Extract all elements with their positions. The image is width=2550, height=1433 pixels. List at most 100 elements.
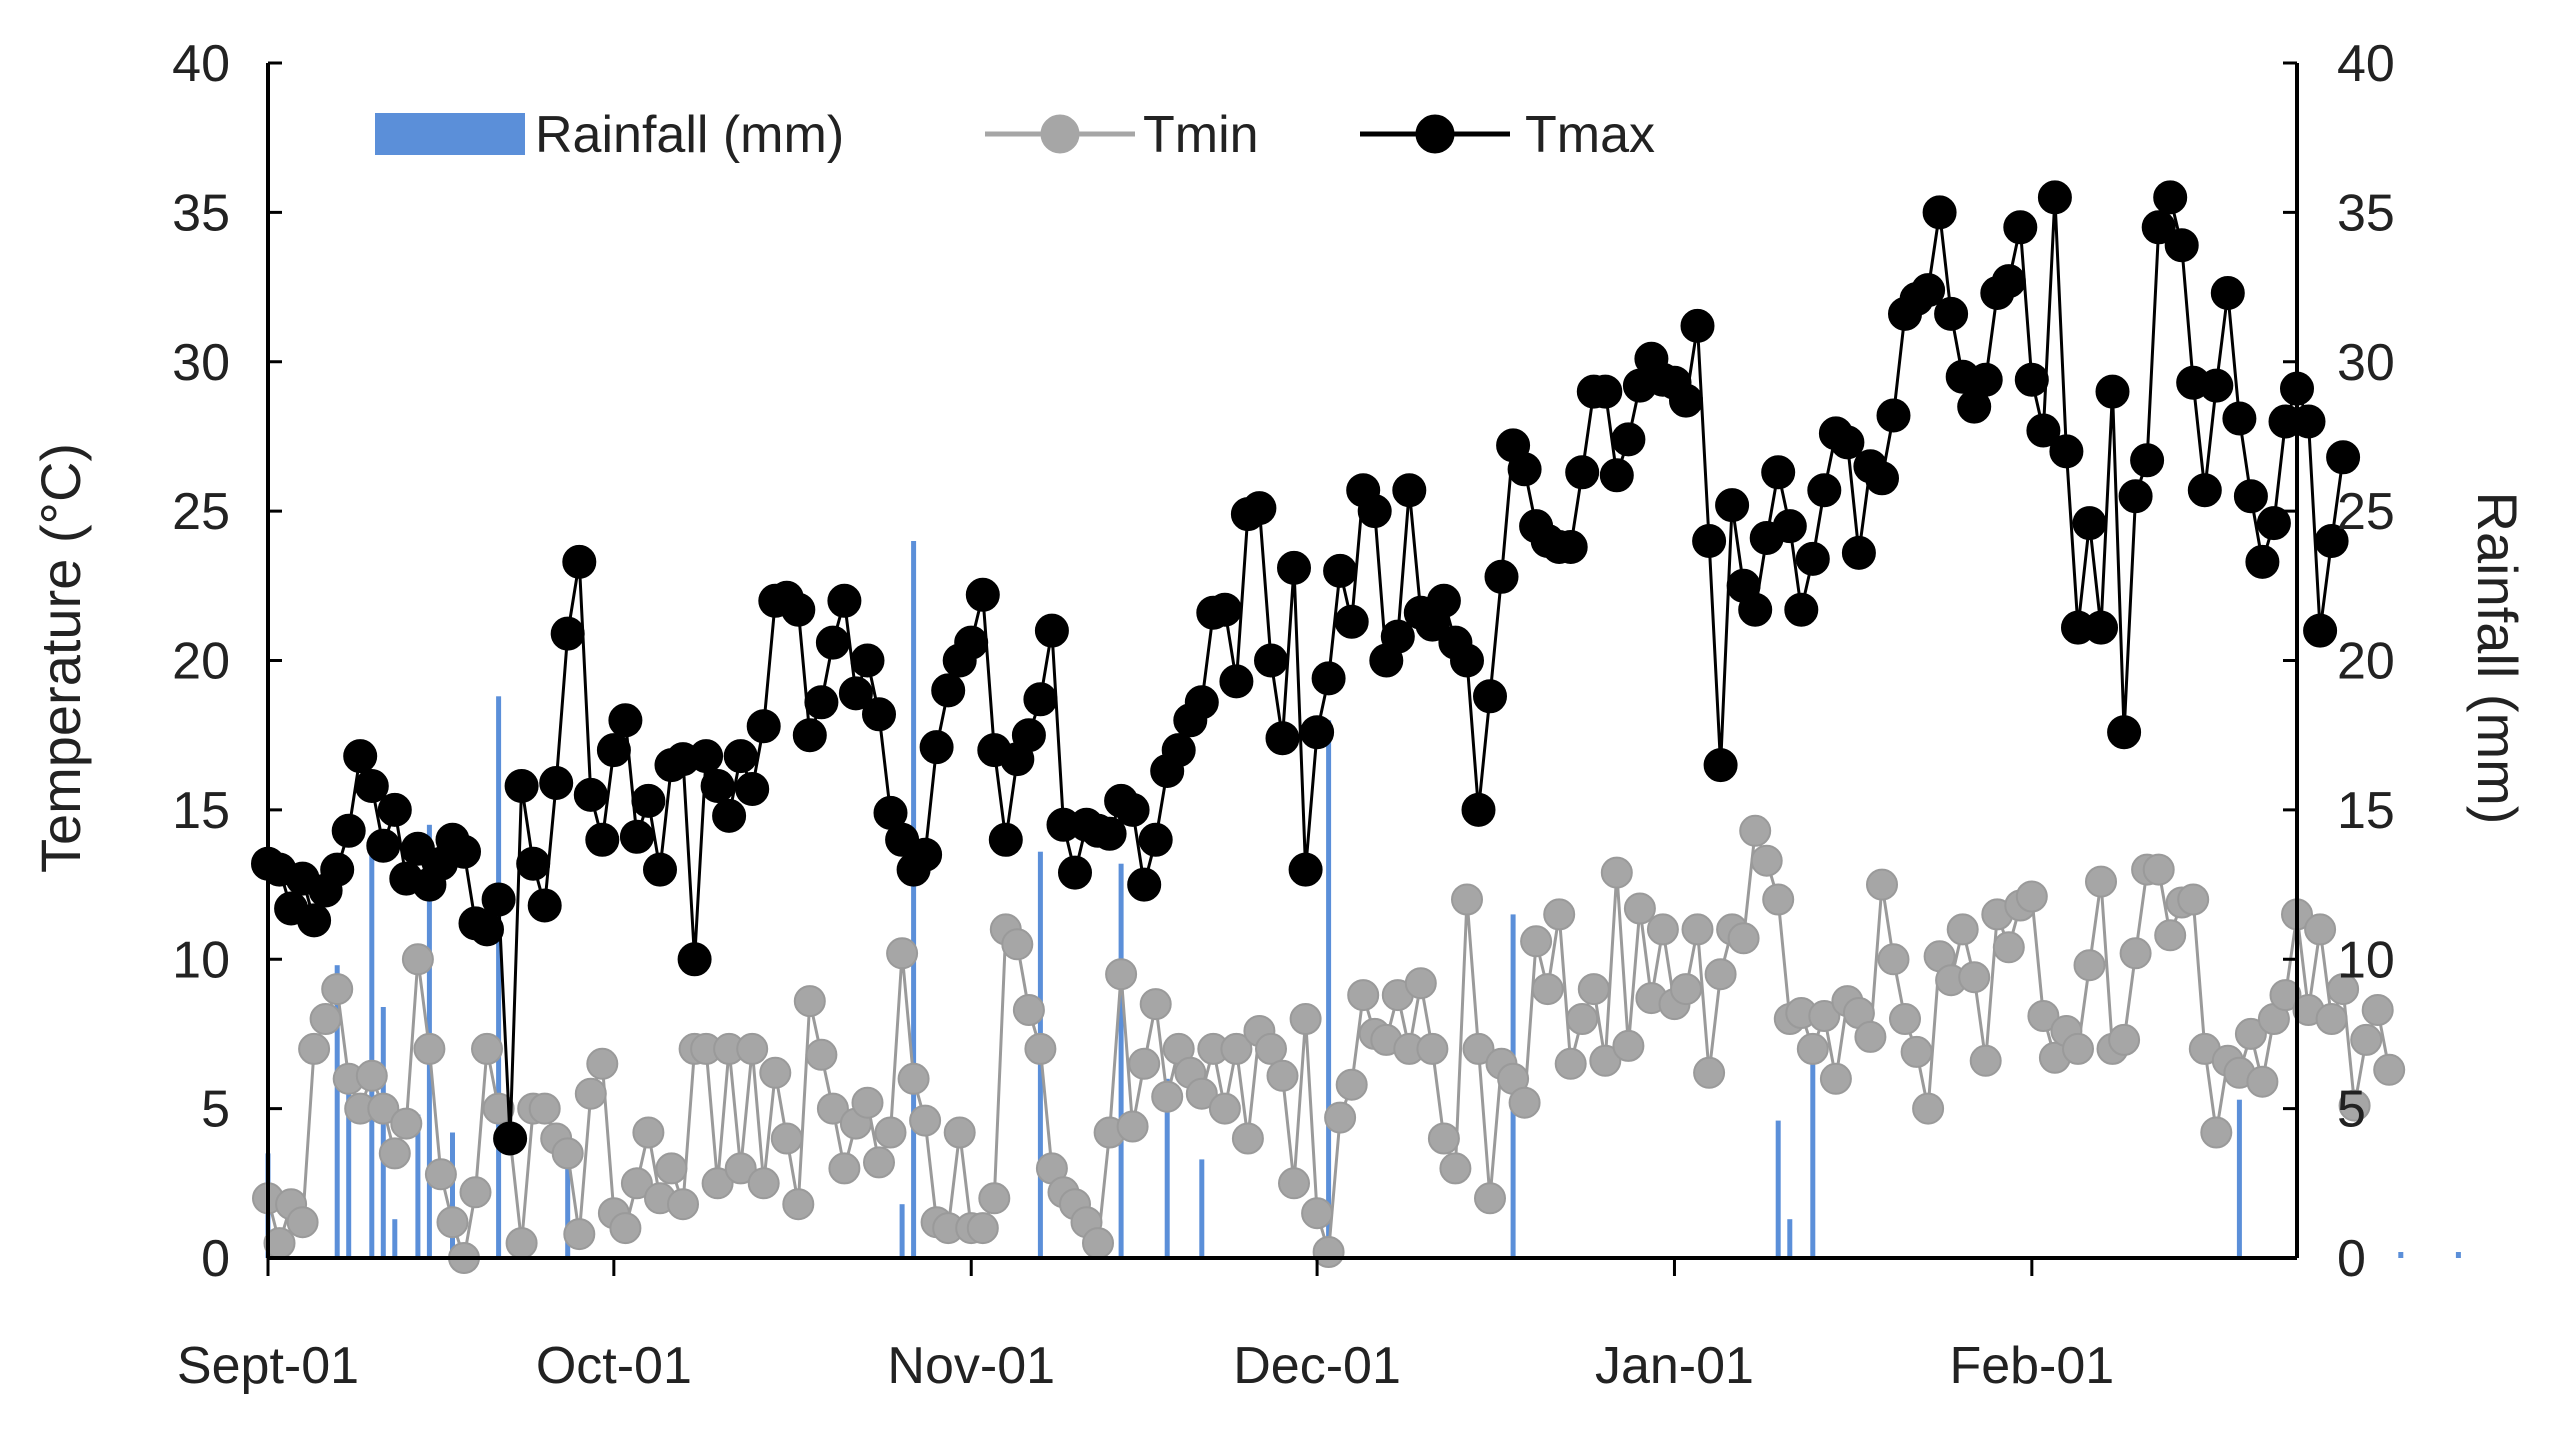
y-axis-left-title: Temperature (°C) <box>29 443 92 873</box>
tmin-point <box>2027 1000 2060 1032</box>
tmin-point <box>828 1152 861 1185</box>
tmin-point <box>1220 1032 1253 1065</box>
tmin-point <box>1912 1092 1945 1125</box>
tmin-point <box>874 1116 907 1149</box>
rainfall-bar <box>496 696 502 1258</box>
tmin-point <box>1012 994 1045 1026</box>
tmax-point <box>631 783 666 818</box>
tmin-point <box>1024 1032 1057 1065</box>
y-tick-left-label: 10 <box>172 931 230 989</box>
tmin-point <box>667 1188 699 1221</box>
tmax-point <box>850 643 885 678</box>
tmin-point <box>2304 913 2337 946</box>
tmin-point <box>1796 1032 1829 1065</box>
tmin-point <box>436 1206 469 1239</box>
tmin-point <box>886 937 919 970</box>
tmax-point <box>2130 443 2165 478</box>
tmin-point <box>2108 1023 2141 1056</box>
tmax-point <box>504 769 539 803</box>
tmin-point <box>401 943 434 976</box>
y-tick-left-label: 0 <box>201 1230 230 1288</box>
tmax-point <box>1669 383 1703 418</box>
tmax-point <box>1254 643 1288 678</box>
tmin-point <box>2373 1053 2406 1086</box>
tmax-point <box>700 769 735 803</box>
tmax-point <box>735 772 770 806</box>
tmax-point <box>908 837 943 872</box>
tmax-point <box>527 888 562 923</box>
tmax-point <box>1265 721 1300 756</box>
tmin-point <box>1808 1000 1841 1032</box>
tmax-point <box>838 676 873 711</box>
tmax-point <box>2256 506 2291 541</box>
y-axis-right-title: Rainfall (mm) <box>2466 492 2529 825</box>
tmin-point <box>724 1152 757 1185</box>
tmin-point <box>1335 1068 1368 1101</box>
tmax-point <box>585 822 620 857</box>
tmax-point <box>804 685 839 720</box>
tmax-point <box>2141 210 2176 245</box>
tmax-point <box>1784 592 1819 627</box>
tmin-point <box>1208 1092 1241 1125</box>
tmin-point <box>2246 1065 2279 1098</box>
y-tick-right-label: 35 <box>2337 184 2395 242</box>
tmin-point <box>2062 1032 2094 1065</box>
tmin-point <box>321 973 354 1006</box>
rainfall-bar <box>346 1093 352 1258</box>
legend-tmin-label: Tmin <box>1143 106 1259 164</box>
tmin-point <box>1289 1003 1322 1035</box>
tmax-point <box>2037 180 2072 215</box>
tmax-point <box>1184 685 1219 720</box>
tmax-line <box>267 192 2345 1139</box>
tmax-point <box>781 592 816 627</box>
tmax-point <box>1703 748 1738 783</box>
tmax-point <box>573 777 608 812</box>
tmin-point <box>2119 937 2152 970</box>
tmax-point <box>1242 491 1277 526</box>
x-tick-label: Dec-01 <box>1233 1337 1401 1395</box>
y-tick-left-label: 30 <box>172 334 230 392</box>
tmax-point <box>2095 374 2130 409</box>
tmin-point <box>1451 883 1483 916</box>
tmax-point <box>1450 643 1484 678</box>
tmin-point <box>736 1032 769 1065</box>
tmin-point <box>1508 1086 1541 1119</box>
tmax-point <box>1115 792 1150 827</box>
rainfall-bar <box>392 1219 398 1258</box>
x-tick-label: Jan-01 <box>1595 1337 1754 1395</box>
tmin-point <box>1474 1182 1506 1215</box>
tmin-point <box>1139 988 1172 1021</box>
tmin-point <box>1566 1003 1599 1035</box>
rainfall-bar <box>2398 1252 2404 1258</box>
tmax-point <box>1830 425 1865 460</box>
tmax-point <box>1334 604 1369 639</box>
tmax-point <box>1277 550 1311 585</box>
tmax-point <box>1092 816 1127 851</box>
rainfall-bar <box>1326 720 1332 1259</box>
rainfall-bar <box>1164 1078 1170 1259</box>
tmin-point <box>1900 1035 1933 1068</box>
tmax-point <box>1968 362 2003 397</box>
y-tick-right-label: 40 <box>2337 35 2395 93</box>
tmin-point <box>1623 892 1656 925</box>
tmin-point <box>1462 1032 1495 1065</box>
tmax-point <box>1311 661 1346 696</box>
tmax-point <box>792 718 827 753</box>
tmax-point <box>343 739 378 774</box>
tmax-point <box>965 577 1000 612</box>
y-tick-left-label: 15 <box>172 782 230 840</box>
tmin-point <box>2269 979 2302 1012</box>
tmax-point <box>2026 413 2061 448</box>
tmin-point <box>1762 883 1795 916</box>
tmax-point <box>2187 473 2222 508</box>
tmax-point <box>2291 404 2326 439</box>
rainfall-bar <box>380 1007 386 1258</box>
tmin-point <box>2200 1116 2233 1149</box>
tmax-point <box>1380 619 1415 654</box>
y-tick-right-label: 30 <box>2337 334 2395 392</box>
rainfall-bar <box>899 1204 905 1258</box>
tmax-point <box>1461 792 1496 827</box>
tmax-point <box>1922 195 1957 230</box>
tmax-point <box>1484 559 1519 594</box>
